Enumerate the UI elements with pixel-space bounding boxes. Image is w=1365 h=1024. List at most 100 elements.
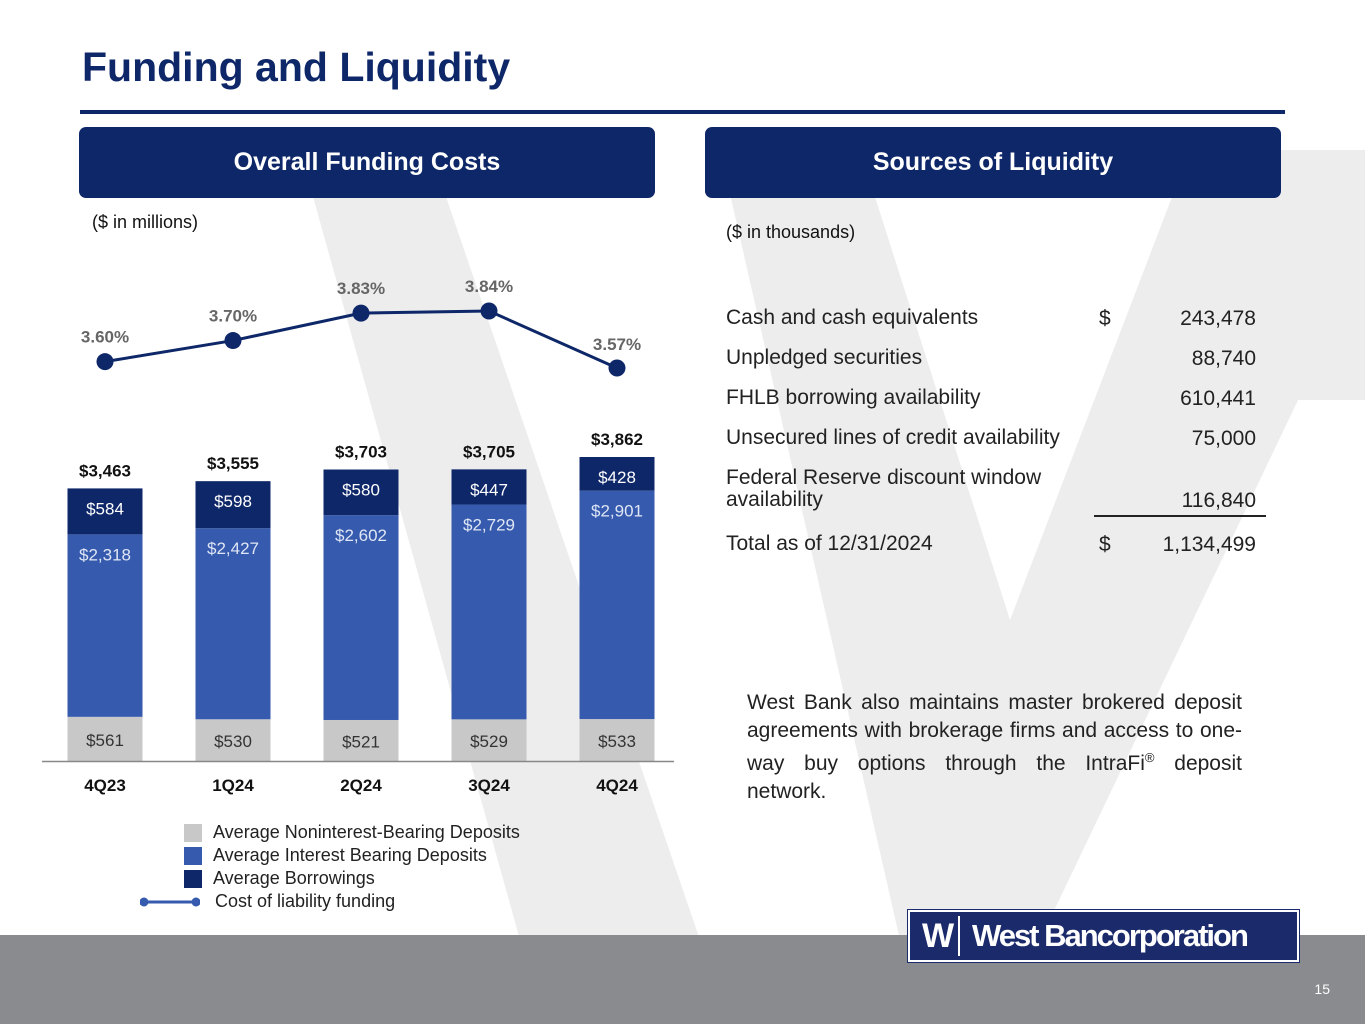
bar-value-label: $598 — [214, 492, 252, 511]
liquidity-row: Unpledged securities 88,740 — [726, 340, 1266, 380]
liquidity-total-row: Total as of 12/31/2024 $ 1,134,499 — [726, 526, 1266, 566]
legend-swatch-noninterest — [184, 823, 202, 842]
bar-segment — [451, 719, 527, 761]
cost-point — [608, 359, 626, 377]
bar-value-label: $2,318 — [79, 545, 131, 564]
bar-value-label: $428 — [598, 468, 636, 487]
bar-value-label: $580 — [342, 481, 380, 500]
cost-label: 3.60% — [81, 328, 129, 347]
bar-segment — [579, 719, 655, 761]
bar-total-label: $3,862 — [591, 430, 643, 449]
legend-item-borrowings: Average Borrowings — [184, 867, 520, 890]
bar-segment — [67, 716, 143, 761]
bar-total-label: $3,555 — [207, 454, 259, 473]
bar-segment — [195, 528, 271, 720]
liquidity-row: Federal Reserve discount window availabi… — [726, 460, 1266, 526]
title-divider — [80, 110, 1285, 114]
bar-segment — [451, 504, 527, 720]
liquidity-label: Cash and cash equivalents — [726, 306, 979, 329]
bar-segment — [67, 488, 143, 535]
legend-label-cost-line: Cost of liability funding — [215, 891, 396, 911]
liquidity-label: Unpledged securities — [726, 346, 923, 369]
brokered-deposit-note: West Bank also maintains master brokered… — [747, 689, 1242, 805]
total-underline — [1094, 515, 1266, 517]
thousands-note: ($ in thousands) — [726, 222, 856, 242]
bar-segment — [451, 469, 527, 505]
bar-segment — [579, 490, 655, 720]
bar-segment — [323, 515, 399, 720]
page-title: Funding and Liquidity — [82, 44, 511, 90]
liquidity-value: 116,840 — [1181, 489, 1256, 512]
legend-swatch-line — [140, 897, 200, 906]
cost-point — [352, 304, 370, 322]
bar-value-label: $2,602 — [335, 526, 387, 545]
bar-segment — [323, 719, 399, 761]
bar-segment — [323, 469, 399, 516]
liquidity-value: 610,441 — [1180, 387, 1256, 410]
bar-value-label: $584 — [86, 499, 124, 518]
x-tick-label: 3Q24 — [468, 776, 510, 795]
liquidity-total-value: 1,134,499 — [1162, 533, 1256, 556]
bar-total-label: $3,705 — [463, 442, 515, 461]
x-tick-label: 2Q24 — [340, 776, 382, 795]
bar-segment — [195, 481, 271, 529]
liquidity-label: FHLB borrowing availability — [726, 386, 981, 409]
logo-mark: W — [914, 916, 960, 956]
millions-note: ($ in millions) — [92, 212, 199, 232]
liquidity-value: 88,740 — [1191, 347, 1256, 370]
bar-total-label: $3,463 — [79, 461, 131, 480]
liquidity-total-label: Total as of 12/31/2024 — [726, 532, 933, 555]
bar-value-label: $533 — [598, 732, 636, 751]
page-number: 15 — [1314, 981, 1330, 997]
legend-swatch-interest — [184, 846, 202, 865]
x-tick-label: 4Q23 — [84, 776, 126, 795]
legend-item-cost-line: Cost of liability funding — [140, 890, 520, 913]
liquidity-total-dollar: $ — [1099, 533, 1111, 556]
bar-value-label: $529 — [470, 732, 508, 751]
cost-point — [480, 302, 498, 320]
bar-value-label: $2,427 — [207, 539, 259, 558]
cost-label: 3.70% — [209, 307, 257, 326]
legend-label-borrowings: Average Borrowings — [213, 868, 375, 888]
bar-value-label: $561 — [86, 731, 124, 750]
bar-segment — [195, 719, 271, 761]
funding-cost-chart: $561 $2,318 $584 $3,463 4Q23 $530 $2,427 $598 $3… — [42, 277, 674, 795]
liquidity-header: Sources of Liquidity — [705, 127, 1281, 198]
legend-item-noninterest: Average Noninterest-Bearing Deposits — [184, 821, 520, 844]
company-logo: W West Bancorporation — [908, 910, 1299, 962]
bar-value-label: $2,901 — [591, 502, 643, 521]
legend-label-interest: Average Interest Bearing Deposits — [213, 845, 487, 865]
bar-value-label: $2,729 — [463, 516, 515, 535]
bar-segment — [67, 534, 143, 717]
x-tick-label: 1Q24 — [212, 776, 254, 795]
liquidity-value: 75,000 — [1191, 427, 1256, 450]
cost-label: 3.83% — [337, 279, 385, 298]
liquidity-row: FHLB borrowing availability 610,441 — [726, 380, 1266, 420]
cost-label: 3.84% — [465, 277, 513, 296]
note-text-end: deposit network. — [747, 752, 1242, 803]
liquidity-table: Cash and cash equivalents $ 243,478 Unpl… — [726, 300, 1266, 566]
legend-label-noninterest: Average Noninterest-Bearing Deposits — [213, 822, 520, 842]
logo-name: West Bancorporation — [972, 918, 1249, 953]
liquidity-row: Cash and cash equivalents $ 243,478 — [726, 300, 1266, 340]
liquidity-value: 243,478 — [1180, 307, 1256, 330]
bar-value-label: $521 — [342, 732, 380, 751]
legend-swatch-borrowings — [184, 869, 202, 888]
bar-total-label: $3,703 — [335, 443, 387, 462]
liquidity-label: Federal Reserve discount window availabi… — [726, 466, 1042, 511]
bar-value-label: $530 — [214, 732, 252, 751]
cost-point — [96, 353, 114, 371]
funding-costs-header: Overall Funding Costs — [79, 127, 655, 198]
x-tick-label: 4Q24 — [596, 776, 638, 795]
registered-mark: ® — [1144, 750, 1155, 765]
bar-value-label: $447 — [470, 480, 508, 499]
legend-item-interest: Average Interest Bearing Deposits — [184, 844, 520, 867]
note-text: West Bank also maintains master brokered… — [747, 691, 1242, 775]
liquidity-dollar: $ — [1099, 307, 1111, 330]
chart-legend: Average Noninterest-Bearing Deposits Ave… — [140, 821, 520, 913]
bar-segment — [579, 457, 655, 491]
cost-label: 3.57% — [593, 335, 641, 354]
liquidity-row: Unsecured lines of credit availability 7… — [726, 420, 1266, 460]
liquidity-label: Unsecured lines of credit availability — [726, 426, 1060, 449]
cost-point — [224, 332, 242, 350]
